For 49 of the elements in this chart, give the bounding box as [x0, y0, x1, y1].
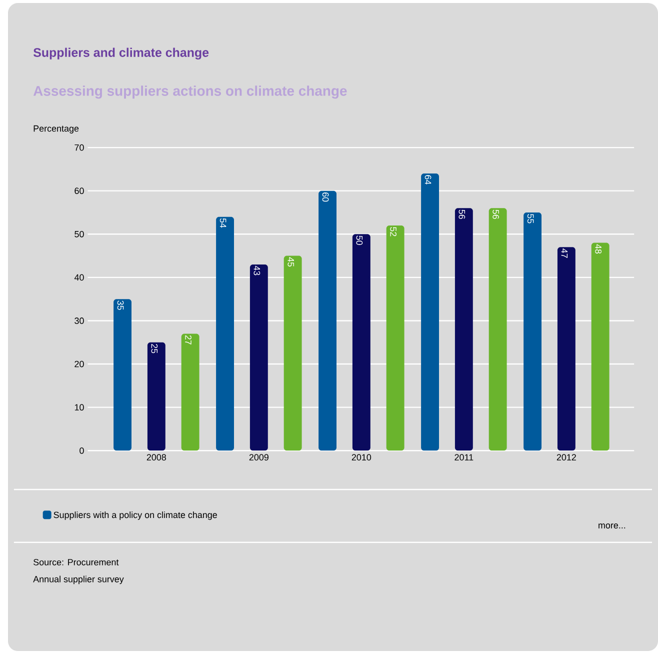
bar — [250, 264, 268, 451]
x-tick-label: 2012 — [556, 454, 576, 460]
data-label: 64 — [424, 175, 432, 184]
y-tick-label: 50 — [74, 230, 84, 238]
data-label: 54 — [220, 218, 226, 228]
y-tick-label: 30 — [74, 318, 84, 324]
bar — [591, 242, 610, 451]
y-tick-label: 60 — [74, 188, 84, 194]
text: Annual supplier survey — [33, 576, 124, 584]
bar — [181, 334, 200, 451]
data-label: 27 — [185, 335, 192, 344]
y-axis-title: Percentage — [34, 125, 79, 134]
x-tick-label: 2011 — [454, 454, 474, 460]
data-label: 52 — [390, 227, 396, 236]
bar — [557, 247, 576, 451]
y-tick-label: 40 — [74, 274, 84, 281]
data-label: 60 — [322, 192, 329, 202]
y-tick-label: 0 — [80, 447, 84, 454]
data-label: 35 — [117, 300, 124, 310]
y-tick-label: 10 — [74, 404, 84, 411]
text: more... — [598, 524, 626, 528]
data-label: 56 — [492, 210, 500, 219]
x-tick-label: 2009 — [249, 454, 268, 460]
data-label: 47 — [561, 248, 568, 258]
source-note: Source: Procurement — [34, 559, 119, 566]
data-label: 50 — [356, 236, 363, 245]
bar — [488, 208, 507, 451]
bar — [386, 225, 404, 451]
bar — [524, 212, 542, 451]
y-tick-label: 70 — [74, 144, 84, 151]
data-label: 48 — [595, 244, 602, 254]
legend-label: Suppliers with a policy on climate change — [54, 511, 217, 520]
y-tick-label: 20 — [74, 360, 84, 368]
data-label: 55 — [527, 214, 534, 224]
data-label: 25 — [151, 344, 158, 354]
chart-title: Suppliers and climate change — [33, 48, 209, 60]
data-label: 45 — [288, 257, 294, 267]
bar — [318, 190, 336, 451]
bar — [352, 234, 370, 451]
bar — [284, 256, 302, 451]
bar — [147, 342, 166, 451]
bar — [454, 208, 473, 451]
x-tick-label: 2008 — [146, 454, 166, 460]
bar — [421, 174, 440, 451]
data-label: 43 — [254, 266, 260, 276]
x-tick-label: 2010 — [352, 454, 372, 460]
bar — [114, 299, 132, 451]
data-label: 56 — [458, 210, 466, 219]
bar — [216, 216, 234, 451]
